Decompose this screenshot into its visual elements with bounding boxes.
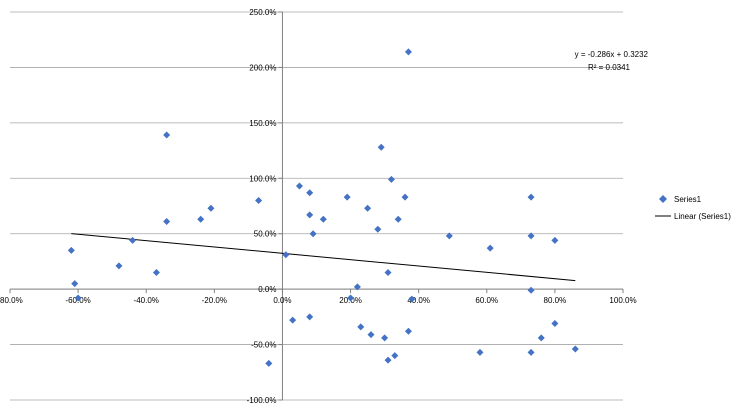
- data-point-9: [207, 204, 215, 212]
- data-point-42: [527, 286, 535, 294]
- x-tick-label-2: -40.0%: [134, 296, 159, 305]
- data-point-22: [357, 323, 365, 331]
- equation-text: y = -0.286x + 0.3232: [575, 50, 649, 59]
- data-point-37: [445, 232, 453, 240]
- x-tick-label-8: 80.0%: [544, 296, 567, 305]
- data-point-11: [282, 251, 290, 259]
- data-point-5: [152, 269, 160, 277]
- legend: Series1 Linear (Series1): [655, 195, 731, 221]
- data-point-23: [364, 204, 372, 212]
- x-tick-label-6: 40.0%: [407, 296, 430, 305]
- data-point-8: [197, 215, 205, 223]
- y-tick-label-3: 50.0%: [254, 230, 277, 239]
- data-point-2: [74, 294, 82, 302]
- data-point-0: [67, 246, 75, 254]
- data-point-45: [551, 236, 559, 244]
- data-point-39: [486, 244, 494, 252]
- data-point-10: [255, 196, 263, 204]
- legend-label-series1: Series1: [674, 195, 702, 204]
- data-point-41: [527, 232, 535, 240]
- data-point-17: [309, 230, 317, 238]
- y-tick-label-1: -50.0%: [251, 341, 276, 350]
- axes: [9, 11, 624, 401]
- data-point-4: [129, 236, 137, 244]
- data-point-46: [551, 320, 559, 328]
- data-point-36: [408, 295, 416, 303]
- y-tick-label-7: 250.0%: [249, 8, 276, 17]
- trendline-equation: y = -0.286x + 0.3232 R² = 0.0341: [575, 50, 649, 72]
- data-point-6: [163, 131, 171, 139]
- data-point-34: [404, 327, 412, 335]
- x-tick-label-4: 0.0%: [273, 296, 291, 305]
- data-point-13: [295, 182, 303, 190]
- y-tick-label-0: -100.0%: [247, 396, 277, 405]
- data-point-21: [353, 283, 361, 291]
- data-point-24: [367, 331, 375, 339]
- data-point-16: [306, 189, 314, 197]
- x-tick-label-7: 60.0%: [475, 296, 498, 305]
- data-point-25: [374, 225, 382, 233]
- trendline: [71, 233, 576, 282]
- y-tick-label-2: 0.0%: [258, 285, 276, 294]
- data-point-47: [571, 345, 579, 353]
- data-point-19: [343, 193, 351, 201]
- data-point-12: [289, 316, 297, 324]
- data-point-18: [319, 215, 327, 223]
- y-tick-label-4: 100.0%: [249, 174, 276, 183]
- data-point-33: [401, 193, 409, 201]
- data-point-29: [384, 269, 392, 277]
- r-squared-text: R² = 0.0341: [588, 63, 631, 72]
- data-point-40: [527, 193, 535, 201]
- data-point-27: [381, 334, 389, 342]
- legend-marker-series1: [659, 195, 667, 203]
- data-point-15: [306, 313, 314, 321]
- data-point-14: [306, 211, 314, 219]
- x-tick-label-0: -80.0%: [0, 296, 23, 305]
- data-point-26: [377, 143, 385, 151]
- trendline-layer: [71, 233, 576, 282]
- data-point-31: [391, 352, 399, 360]
- data-point-48: [265, 359, 273, 367]
- data-points: [67, 48, 579, 367]
- data-point-3: [115, 262, 123, 270]
- gridlines: [10, 11, 623, 401]
- data-point-1: [71, 280, 79, 288]
- data-point-28: [384, 356, 392, 364]
- x-tick-label-3: -20.0%: [202, 296, 227, 305]
- data-point-35: [404, 48, 412, 56]
- data-point-20: [347, 294, 355, 302]
- legend-label-trendline: Linear (Series1): [674, 212, 731, 221]
- data-point-32: [394, 215, 402, 223]
- data-point-38: [476, 348, 484, 356]
- data-point-7: [163, 218, 171, 226]
- x-tick-label-9: 100.0%: [609, 296, 636, 305]
- y-tick-label-6: 200.0%: [249, 63, 276, 72]
- y-tick-label-5: 150.0%: [249, 119, 276, 128]
- data-point-43: [527, 348, 535, 356]
- data-point-30: [387, 175, 395, 183]
- data-point-44: [537, 334, 545, 342]
